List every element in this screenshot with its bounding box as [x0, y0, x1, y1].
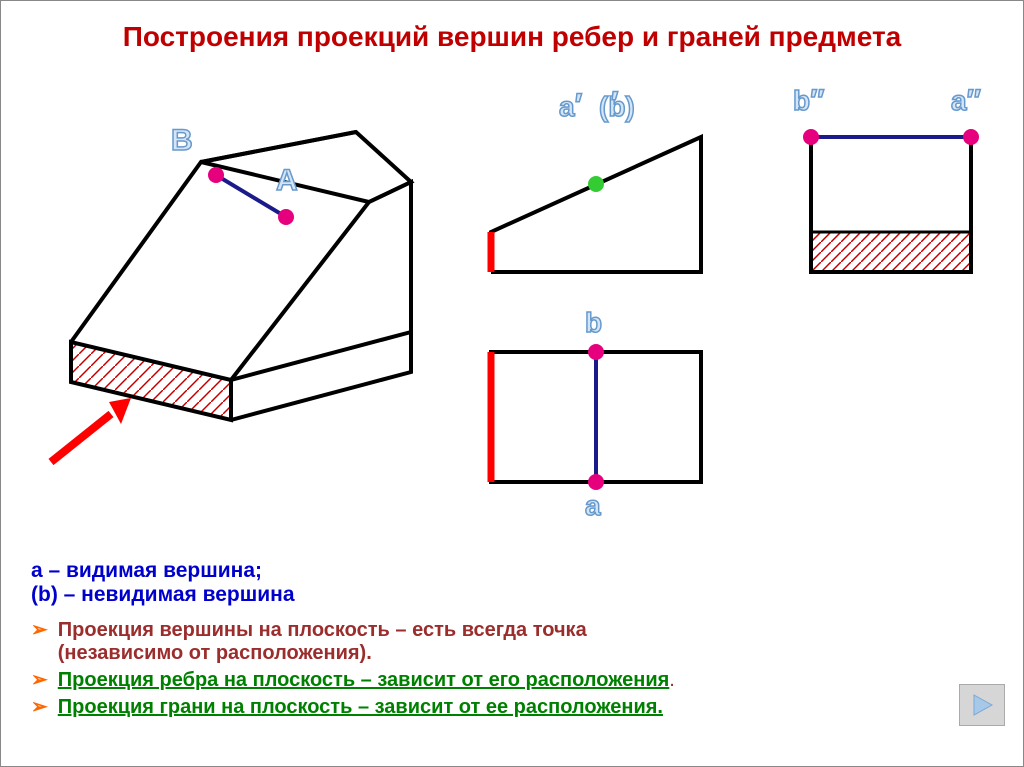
bullet-3-link[interactable]: Проекция грани на плоскость – зависит от…: [58, 696, 663, 718]
bullet-1-text-a: Проекция вершины на плоскость – есть все…: [58, 619, 587, 641]
label-a-prime: а′: [559, 87, 582, 124]
label-a-dprime: а′′: [951, 84, 981, 118]
chevron-icon: ➢: [31, 619, 48, 641]
plan-view: [471, 322, 771, 522]
side-view: [791, 112, 991, 292]
label-A: А: [276, 164, 298, 198]
play-icon: [968, 691, 996, 719]
bullet-3: ➢ Проекция грани на плоскость – зависит …: [31, 696, 675, 719]
iso-shape: [31, 102, 431, 482]
label-b-prime-paren: (b)′: [599, 87, 642, 124]
diagram-area: В А а′ (b)′ b′′ а′′ b а: [1, 62, 1023, 522]
bullet-2-link[interactable]: Проекция ребра на плоскость – зависит от…: [58, 669, 670, 691]
next-slide-button[interactable]: [959, 684, 1005, 726]
bullet-2: ➢ Проекция ребра на плоскость – зависит …: [31, 669, 675, 692]
bullet-2-period: .: [669, 669, 675, 691]
chevron-icon: ➢: [31, 669, 48, 691]
front-view: [471, 112, 771, 292]
label-B: В: [171, 124, 193, 158]
label-b-plan: b: [585, 307, 602, 339]
legend-line-2: (b) – невидимая вершина: [31, 583, 295, 607]
bullet-list: ➢ Проекция вершины на плоскость – есть в…: [31, 619, 675, 723]
bullet-1: ➢ Проекция вершины на плоскость – есть в…: [31, 619, 675, 665]
legend: а – видимая вершина; (b) – невидимая вер…: [31, 559, 295, 607]
label-a-plan: а: [585, 490, 601, 522]
label-b-dprime: b′′: [793, 84, 825, 118]
bullet-1-text-b: (независимо от расположения).: [58, 642, 372, 664]
chevron-icon: ➢: [31, 696, 48, 718]
page-title: Построения проекций вершин ребер и гране…: [1, 1, 1023, 62]
legend-line-1: а – видимая вершина;: [31, 559, 295, 583]
